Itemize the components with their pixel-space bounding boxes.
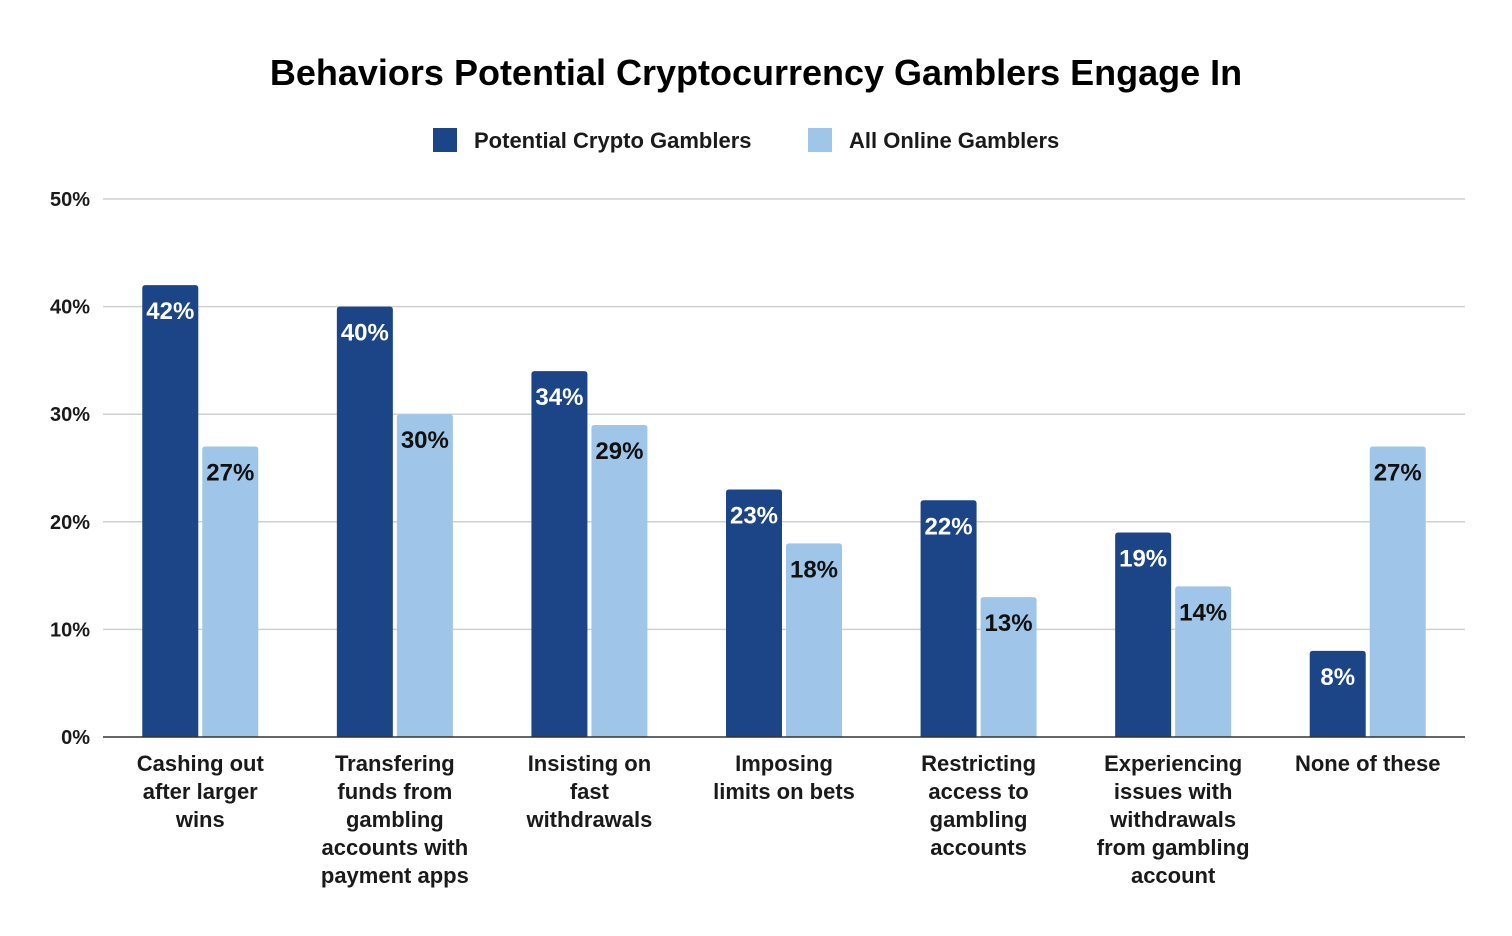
legend-swatch-all-online [808, 128, 832, 152]
x-category-label: after larger [143, 779, 258, 804]
bar-value-label: 19% [1119, 546, 1167, 573]
bar-potential-crypto [920, 500, 977, 737]
legend-swatch-potential-crypto [433, 128, 457, 152]
x-category-label: None of these [1295, 751, 1440, 776]
bar-value-label: 42% [146, 298, 194, 325]
x-category-label: gambling [930, 807, 1028, 832]
bars [142, 285, 1426, 737]
bar-all-online [396, 414, 453, 737]
x-category-label: account [1131, 863, 1216, 888]
bar-potential-crypto [726, 489, 782, 737]
chart-title: Behaviors Potential Cryptocurrency Gambl… [270, 52, 1242, 93]
y-tick-label: 30% [50, 404, 90, 426]
bar-value-label: 40% [341, 320, 389, 347]
x-category-label: Insisting on [528, 751, 651, 776]
bar-potential-crypto [142, 285, 199, 737]
x-category-label: gambling [346, 807, 444, 832]
legend: Potential Crypto Gamblers All Online Gam… [433, 128, 1059, 153]
legend-label-all-online: All Online Gamblers [849, 128, 1059, 153]
bar-value-label: 13% [985, 610, 1033, 637]
gridlines [103, 198, 1465, 631]
bar-value-label: 30% [401, 427, 449, 454]
y-tick-label: 40% [50, 297, 90, 319]
bar-all-online [786, 543, 842, 737]
data-labels: 42% 27% 40% 30% 34% 29% 23% 18% 22% 13% 19% 14% 8% 27… [146, 298, 1421, 691]
y-tick-label: 20% [50, 512, 90, 534]
bar-value-label: 27% [1374, 459, 1422, 486]
bar-potential-crypto [531, 371, 588, 737]
legend-label-potential-crypto: Potential Crypto Gamblers [474, 128, 752, 153]
x-axis-categories: Cashing out after larger wins Transfering fu… [137, 751, 1441, 888]
x-category-label: issues with [1114, 779, 1233, 804]
x-category-label: accounts [930, 835, 1027, 860]
x-category-label: Transfering [335, 751, 455, 776]
x-category-label: Cashing out [137, 751, 265, 776]
bar-all-online [980, 597, 1037, 737]
bar-potential-crypto [1115, 532, 1172, 737]
bar-all-online [1369, 446, 1426, 737]
x-category-label: limits on bets [713, 779, 855, 804]
x-category-label: Imposing [735, 751, 833, 776]
y-axis-ticks: 0% 10% 20% 30% 40% 50% [50, 189, 90, 749]
bar-value-label: 22% [925, 513, 973, 540]
x-category-label: fast [570, 779, 610, 804]
x-category-label: payment apps [321, 863, 469, 888]
x-category-label: accounts with [322, 835, 469, 860]
x-category-label: Restricting [921, 751, 1036, 776]
x-category-label: from gambling [1097, 835, 1250, 860]
bar-value-label: 27% [206, 459, 254, 486]
y-tick-label: 0% [61, 727, 90, 749]
bar-potential-crypto [1309, 650, 1366, 737]
bar-value-label: 23% [730, 503, 778, 530]
bar-all-online [202, 446, 259, 737]
bar-all-online [591, 424, 648, 737]
x-category-label: wins [175, 807, 225, 832]
bar-value-label: 34% [535, 384, 583, 411]
bar-value-label: 29% [595, 438, 643, 465]
bar-potential-crypto [336, 306, 393, 737]
y-tick-label: 50% [50, 189, 90, 211]
x-category-label: access to [928, 779, 1028, 804]
x-category-label: funds from [337, 779, 452, 804]
x-category-label: withdrawals [525, 807, 652, 832]
bar-value-label: 18% [790, 556, 838, 583]
x-category-label: withdrawals [1109, 807, 1236, 832]
bar-value-label: 8% [1320, 664, 1355, 691]
bar-value-label: 14% [1179, 599, 1227, 626]
x-category-label: Experiencing [1104, 751, 1242, 776]
bar-all-online [1175, 586, 1232, 737]
y-tick-label: 10% [50, 619, 90, 641]
